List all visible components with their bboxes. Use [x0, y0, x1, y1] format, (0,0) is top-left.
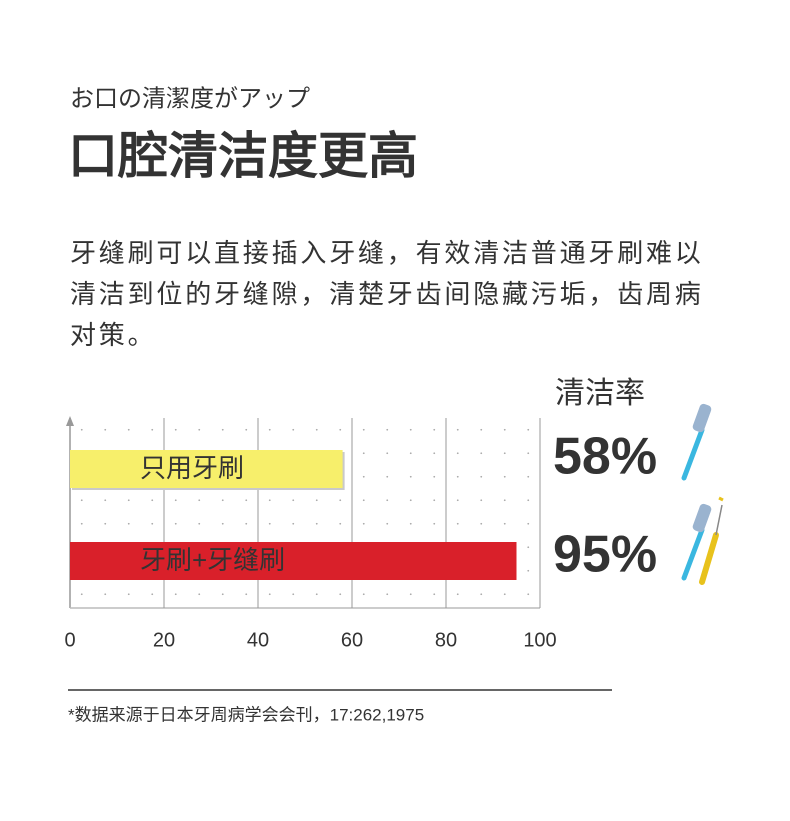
subtitle: お口の清潔度がアップ	[70, 85, 310, 112]
x-tick-label: 20	[153, 629, 175, 651]
toothbrush-icon	[681, 403, 712, 481]
value-label: 95%	[553, 526, 657, 584]
description-line: 牙缝刷可以直接插入牙缝，有效清洁普通牙刷难以	[70, 238, 704, 268]
interdental-brush-icon	[699, 496, 724, 585]
value-label-title: 清洁率	[555, 377, 645, 410]
axis-arrow	[66, 416, 74, 426]
bar	[70, 450, 343, 488]
value-label: 58%	[553, 428, 657, 486]
description-line: 清洁到位的牙缝隙，清楚牙齿间隐藏污垢，齿周病	[70, 279, 704, 309]
title: 口腔清洁度更高	[68, 128, 418, 184]
x-tick-label: 0	[64, 629, 75, 651]
x-tick-label: 100	[523, 629, 556, 651]
toothbrush-icon	[681, 503, 712, 581]
x-tick-label: 80	[435, 629, 457, 651]
category-label: 牙刷+牙缝刷	[140, 545, 285, 575]
bar	[70, 542, 517, 580]
description-line: 对策。	[70, 320, 156, 350]
source-note: *数据来源于日本牙周病学会会刊，17:262,1975	[68, 705, 424, 724]
category-label: 只用牙刷	[140, 453, 244, 483]
x-tick-label: 40	[247, 629, 269, 651]
x-tick-label: 60	[341, 629, 363, 651]
